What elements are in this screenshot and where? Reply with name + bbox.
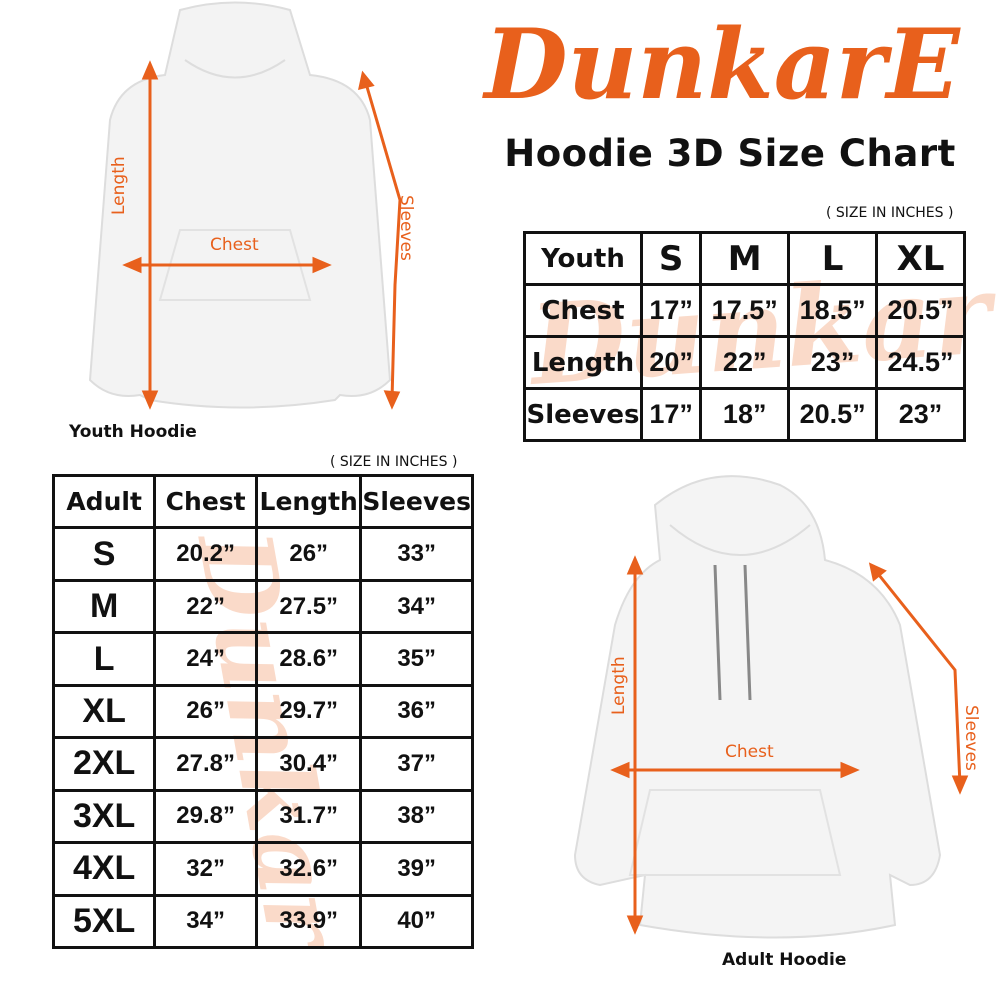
adult-unit-note: ( SIZE IN INCHES ) [330,454,458,470]
header-cell: Adult [51,473,157,530]
table-header-row: Adult Chest Length Sleeves [51,473,474,530]
cell: 20.2” [153,526,259,582]
cell: 24.5” [875,335,966,390]
youth-unit-note: ( SIZE IN INCHES ) [826,205,954,221]
cell: 27.5” [255,578,363,635]
row-label: S [51,526,157,582]
cell: 23” [875,387,966,442]
youth-size-table: Youth S M L XL Chest 17” 17.5” 18.5” 20.… [523,231,966,442]
header-cell: L [787,231,879,286]
header-cell: Length [255,473,363,530]
cell: 24” [153,631,259,687]
cell: 34” [359,578,474,635]
cell: 35” [359,631,474,687]
cell: 38” [359,788,474,845]
header-cell: Sleeves [359,473,474,530]
table-row: S 20.2” 26” 33” [51,526,474,582]
cell: 39” [359,841,474,897]
table-row: Sleeves 17” 18” 20.5” 23” [523,387,966,442]
header-cell: Chest [153,473,259,530]
cell: 36” [359,683,474,740]
cell: 20” [639,335,703,390]
header-cell: S [639,231,703,286]
cell: 29.7” [255,683,363,740]
table-header-row: Youth S M L XL [523,231,966,286]
cell: 33” [359,526,474,582]
youth-chest-label: Chest [210,235,259,255]
cell: 37” [359,736,474,792]
youth-hoodie-caption: Youth Hoodie [69,422,197,442]
cell: 34” [153,893,259,949]
adult-length-label: Length [609,656,629,715]
cell: 31.7” [255,788,363,845]
cell: 32.6” [255,841,363,897]
youth-length-label: Length [109,156,129,215]
adult-hoodie-image: Length Chest Sleeves [573,475,981,939]
cell: 32” [153,841,259,897]
table-row: XL 26” 29.7” 36” [51,683,474,740]
cell: 30.4” [255,736,363,792]
cell: 22” [153,578,259,635]
row-label: 4XL [51,841,157,897]
table-row: 2XL 27.8” 30.4” 37” [51,736,474,792]
header-cell: M [699,231,791,286]
header-cell: XL [875,231,966,286]
table-row: Length 20” 22” 23” 24.5” [523,335,966,390]
header-cell: Youth [523,231,643,286]
cell: 23” [787,335,879,390]
brand-logo: DunkarE [481,8,961,121]
row-label: M [51,578,157,635]
row-label: L [51,631,157,687]
cell: 18.5” [787,283,879,338]
row-label: 2XL [51,736,157,792]
youth-hoodie-image: Length Chest Sleeves [88,1,416,410]
table-row: 3XL 29.8” 31.7” 38” [51,788,474,845]
cell: 28.6” [255,631,363,687]
table-row: L 24” 28.6” 35” [51,631,474,687]
cell: 29.8” [153,788,259,845]
cell: 26” [255,526,363,582]
adult-sleeves-label: Sleeves [961,705,981,771]
cell: 17” [639,283,703,338]
cell: 18” [699,387,791,442]
youth-sleeves-label: Sleeves [396,195,416,261]
row-label: Length [523,335,643,390]
brand-logo-text: DunkarE [481,8,961,121]
cell: 17” [639,387,703,442]
cell: 20.5” [875,283,966,338]
table-row: Chest 17” 17.5” 18.5” 20.5” [523,283,966,338]
cell: 27.8” [153,736,259,792]
row-label: Sleeves [523,387,643,442]
table-row: M 22” 27.5” 34” [51,578,474,635]
cell: 22” [699,335,791,390]
cell: 26” [153,683,259,740]
row-label: 3XL [51,788,157,845]
table-row: 4XL 32” 32.6” 39” [51,841,474,897]
table-row: 5XL 34” 33.9” 40” [51,893,474,949]
page-title: Hoodie 3D Size Chart [504,132,956,175]
cell: 33.9” [255,893,363,949]
cell: 20.5” [787,387,879,442]
row-label: XL [51,683,157,740]
cell: 40” [359,893,474,949]
adult-hoodie-caption: Adult Hoodie [722,950,847,970]
row-label: Chest [523,283,643,338]
adult-size-table: Adult Chest Length Sleeves S 20.2” 26” 33” M… [51,473,474,949]
adult-chest-label: Chest [725,742,774,762]
cell: 17.5” [699,283,791,338]
row-label: 5XL [51,893,157,949]
